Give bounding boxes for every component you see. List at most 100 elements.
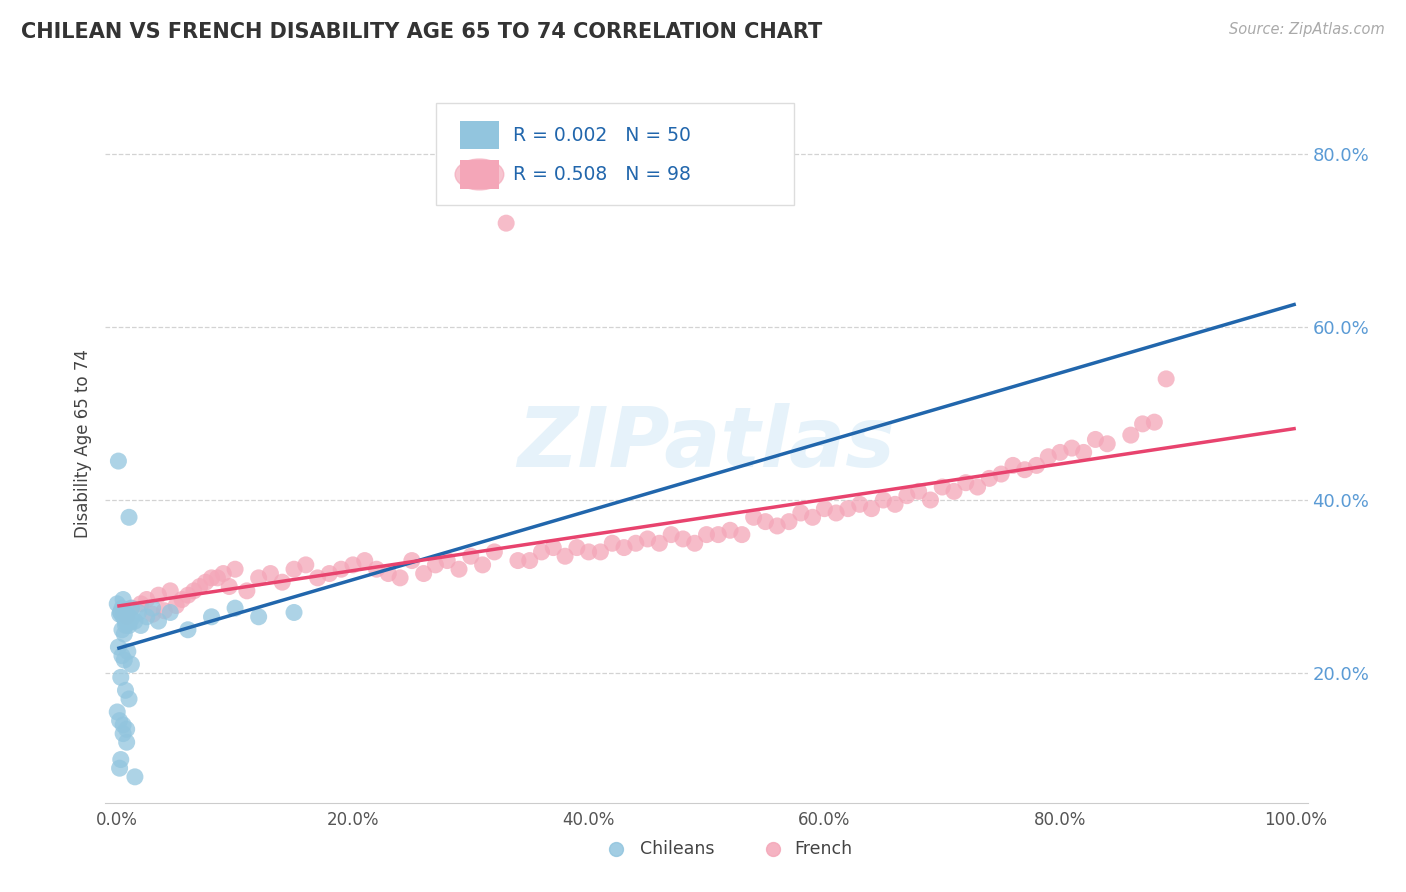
- Point: [159, 606, 181, 620]
- Point: [471, 558, 494, 572]
- Point: [200, 571, 222, 585]
- Point: [519, 553, 541, 567]
- Point: [766, 519, 789, 533]
- Point: [401, 553, 423, 567]
- Point: [425, 558, 447, 572]
- Point: [860, 501, 883, 516]
- Point: [624, 536, 647, 550]
- Point: [1025, 458, 1047, 473]
- Point: [110, 670, 132, 684]
- Point: [120, 601, 142, 615]
- Text: R = 0.508   N = 98: R = 0.508 N = 98: [513, 165, 692, 184]
- Point: [778, 515, 800, 529]
- Point: [530, 545, 553, 559]
- Point: [484, 545, 506, 559]
- Point: [554, 549, 576, 564]
- Point: [1073, 445, 1095, 459]
- Point: [118, 615, 141, 630]
- Point: [124, 770, 146, 784]
- Point: [105, 705, 128, 719]
- Point: [110, 606, 132, 620]
- Point: [108, 607, 131, 622]
- Point: [1014, 463, 1036, 477]
- Point: [118, 618, 141, 632]
- Point: [159, 583, 181, 598]
- Point: [460, 549, 482, 564]
- Point: [353, 553, 375, 567]
- Point: [129, 597, 152, 611]
- Point: [1154, 372, 1177, 386]
- Point: [1060, 441, 1083, 455]
- Point: [283, 562, 305, 576]
- Point: [1097, 436, 1119, 450]
- Point: [148, 588, 170, 602]
- Point: [330, 562, 353, 576]
- Point: [224, 562, 246, 576]
- Point: [342, 558, 364, 572]
- Point: [318, 566, 340, 581]
- Point: [506, 553, 529, 567]
- Point: [295, 558, 318, 572]
- Point: [212, 566, 235, 581]
- Point: [389, 571, 412, 585]
- Point: [165, 599, 187, 613]
- Point: [683, 536, 706, 550]
- Point: [107, 454, 129, 468]
- Point: [801, 510, 824, 524]
- Point: [118, 692, 141, 706]
- Point: [1049, 445, 1071, 459]
- Point: [112, 606, 135, 620]
- Point: [578, 545, 600, 559]
- Point: [718, 523, 741, 537]
- Point: [848, 497, 870, 511]
- Point: [436, 553, 458, 567]
- Text: R = 0.002   N = 50: R = 0.002 N = 50: [513, 126, 692, 145]
- Text: Chileans: Chileans: [640, 840, 714, 858]
- Point: [112, 609, 135, 624]
- Point: [118, 510, 141, 524]
- Point: [200, 609, 222, 624]
- Point: [966, 480, 988, 494]
- Point: [742, 510, 765, 524]
- Point: [129, 618, 152, 632]
- Point: [247, 609, 270, 624]
- Point: [135, 592, 157, 607]
- Point: [112, 726, 135, 740]
- Point: [589, 545, 612, 559]
- Point: [111, 648, 134, 663]
- Point: [112, 592, 135, 607]
- Point: [1084, 433, 1107, 447]
- Point: [112, 718, 135, 732]
- Point: [112, 627, 135, 641]
- Point: [120, 657, 142, 672]
- Point: [707, 527, 730, 541]
- Point: [872, 493, 894, 508]
- Point: [142, 607, 165, 622]
- Point: [148, 614, 170, 628]
- Point: [115, 614, 138, 628]
- Point: [224, 601, 246, 615]
- Point: [120, 611, 142, 625]
- Point: [754, 515, 776, 529]
- Point: [115, 735, 138, 749]
- Point: [1132, 417, 1154, 431]
- Text: ZIPatlas: ZIPatlas: [517, 403, 896, 484]
- Point: [447, 562, 470, 576]
- Point: [837, 501, 859, 516]
- Point: [259, 566, 281, 581]
- Point: [183, 583, 205, 598]
- Point: [188, 580, 211, 594]
- Point: [127, 606, 149, 620]
- Point: [271, 575, 294, 590]
- Point: [307, 571, 329, 585]
- Point: [884, 497, 907, 511]
- Point: [648, 536, 671, 550]
- Point: [114, 683, 136, 698]
- Point: [495, 216, 517, 230]
- Point: [112, 653, 135, 667]
- Y-axis label: Disability Age 65 to 74: Disability Age 65 to 74: [73, 350, 91, 538]
- Point: [731, 527, 754, 541]
- Point: [114, 614, 136, 628]
- Point: [790, 506, 813, 520]
- Point: [108, 714, 131, 728]
